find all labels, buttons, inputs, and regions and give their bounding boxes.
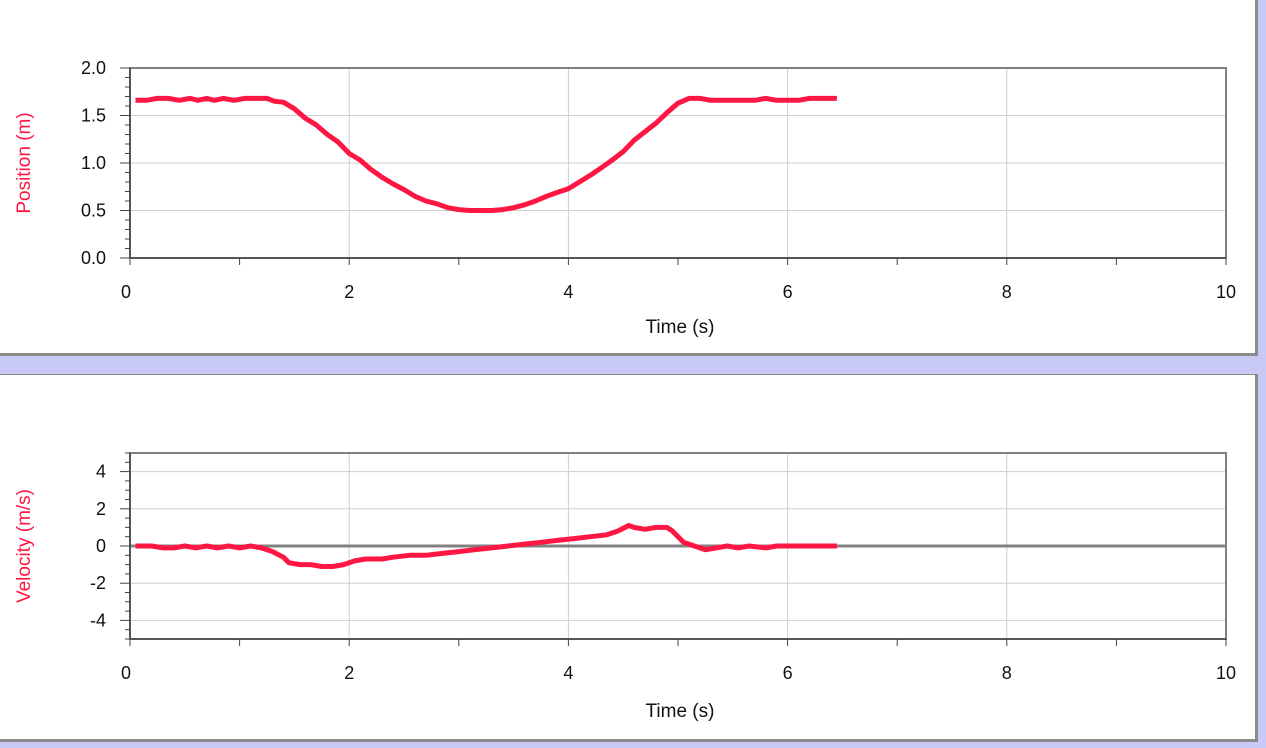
y-tick-label: 4 <box>96 462 106 482</box>
x-axis-title: Time (s) <box>646 701 715 722</box>
y-tick-label: -4 <box>90 610 106 630</box>
x-tick-label: 8 <box>1002 663 1012 683</box>
y-axis-title: Position (m) <box>14 112 35 213</box>
x-tick-label: 8 <box>1002 282 1012 302</box>
x-tick-label: 10 <box>1216 282 1236 302</box>
y-axis-title: Velocity (m/s) <box>14 489 35 603</box>
y-tick-label: 0 <box>96 536 106 556</box>
y-tick-label: 0.0 <box>81 248 106 268</box>
y-tick-label: 2.0 <box>81 58 106 78</box>
x-axis-title: Time (s) <box>646 317 715 338</box>
x-tick-label: 2 <box>344 663 354 683</box>
series-line <box>135 95 837 213</box>
x-tick-label: 6 <box>783 282 793 302</box>
x-tick-label: 0 <box>121 282 131 302</box>
x-tick-label: 4 <box>563 663 573 683</box>
x-tick-label: 6 <box>783 663 793 683</box>
x-tick-label: 2 <box>344 282 354 302</box>
x-tick-label: 4 <box>563 282 573 302</box>
y-tick-label: 0.5 <box>81 201 106 221</box>
velocity-graph-panel: 0 2 4 6 8 10 -4 -2 0 2 4 Time (s) Velocity (m/s) <box>0 374 1258 742</box>
position-chart[interactable]: 0 2 4 6 8 10 0.0 0.5 1.0 1.5 2.0 Time (s) Position (… <box>0 0 1258 356</box>
x-tick-label: 0 <box>121 663 131 683</box>
x-tick-label: 10 <box>1216 663 1236 683</box>
y-tick-label: 1.5 <box>81 106 106 126</box>
y-tick-label: 1.0 <box>81 153 106 173</box>
y-tick-label: -2 <box>90 573 106 593</box>
position-graph-panel: 0 2 4 6 8 10 0.0 0.5 1.0 1.5 2.0 Time (s) Position (… <box>0 0 1258 356</box>
series-line <box>135 523 837 569</box>
velocity-chart[interactable]: 0 2 4 6 8 10 -4 -2 0 2 4 Time (s) Velocity (m/s) <box>0 375 1258 743</box>
y-tick-label: 2 <box>96 499 106 519</box>
